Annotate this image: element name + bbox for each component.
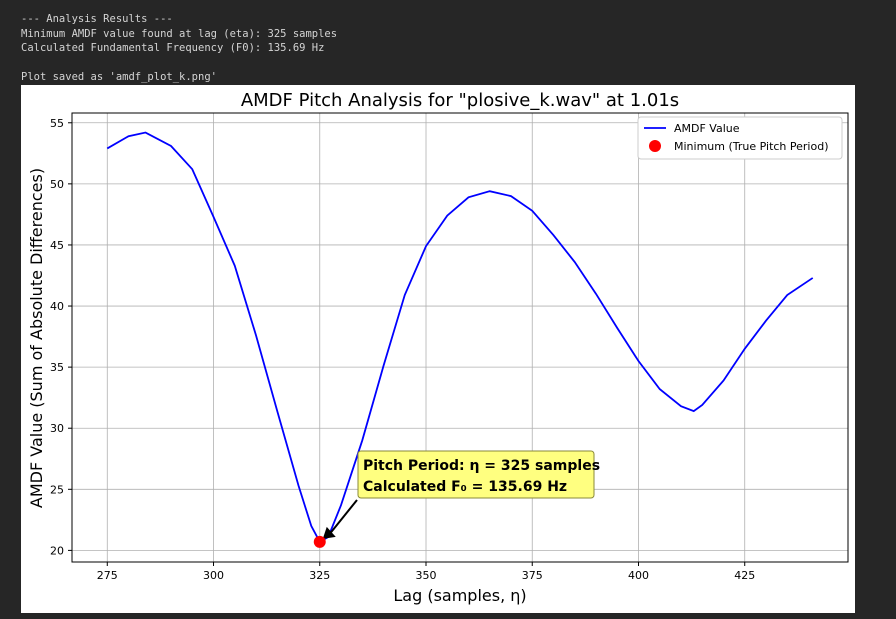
minimum-point [313,535,326,548]
annotation-arrowhead [322,526,336,539]
x-tick-label: 425 [734,569,755,582]
annotation-arrow [328,499,358,535]
y-tick-label: 45 [50,239,64,252]
x-tick-label: 325 [309,569,330,582]
y-tick-label: 40 [50,300,64,313]
y-tick-label: 20 [50,544,64,557]
x-tick-label: 400 [628,569,649,582]
legend-box [637,116,843,160]
annotation-text: Pitch Period: η = 325 samples [363,458,600,474]
y-tick-label: 25 [50,483,64,496]
legend-label: AMDF Value [674,122,740,135]
legend-label: Minimum (True Pitch Period) [674,140,829,153]
console-line: Minimum AMDF value found at lag (eta): 3… [21,28,337,40]
x-tick-label: 275 [97,569,118,582]
y-axis-label: AMDF Value (Sum of Absolute Differences) [27,168,46,508]
y-tick-label: 55 [50,117,64,130]
chart-title: AMDF Pitch Analysis for "plosive_k.wav" … [241,90,679,111]
y-tick-label: 30 [50,422,64,435]
annotation-box [357,450,595,499]
legend-marker [649,140,661,152]
x-tick-label: 375 [522,569,543,582]
annotation-text: Calculated F₀ = 135.69 Hz [363,479,567,495]
y-tick-label: 50 [50,178,64,191]
x-tick-label: 350 [416,569,437,582]
plot-image [21,85,855,613]
console-line: Plot saved as 'amdf_plot_k.png' [21,71,217,83]
console-line: Calculated Fundamental Frequency (F0): 1… [21,42,324,54]
data-line [106,131,814,544]
x-axis-label: Lag (samples, η) [393,586,526,605]
y-tick-label: 35 [50,361,64,374]
x-tick-label: 300 [203,569,224,582]
console-line: --- Analysis Results --- [21,13,173,25]
axes-frame [71,112,849,563]
